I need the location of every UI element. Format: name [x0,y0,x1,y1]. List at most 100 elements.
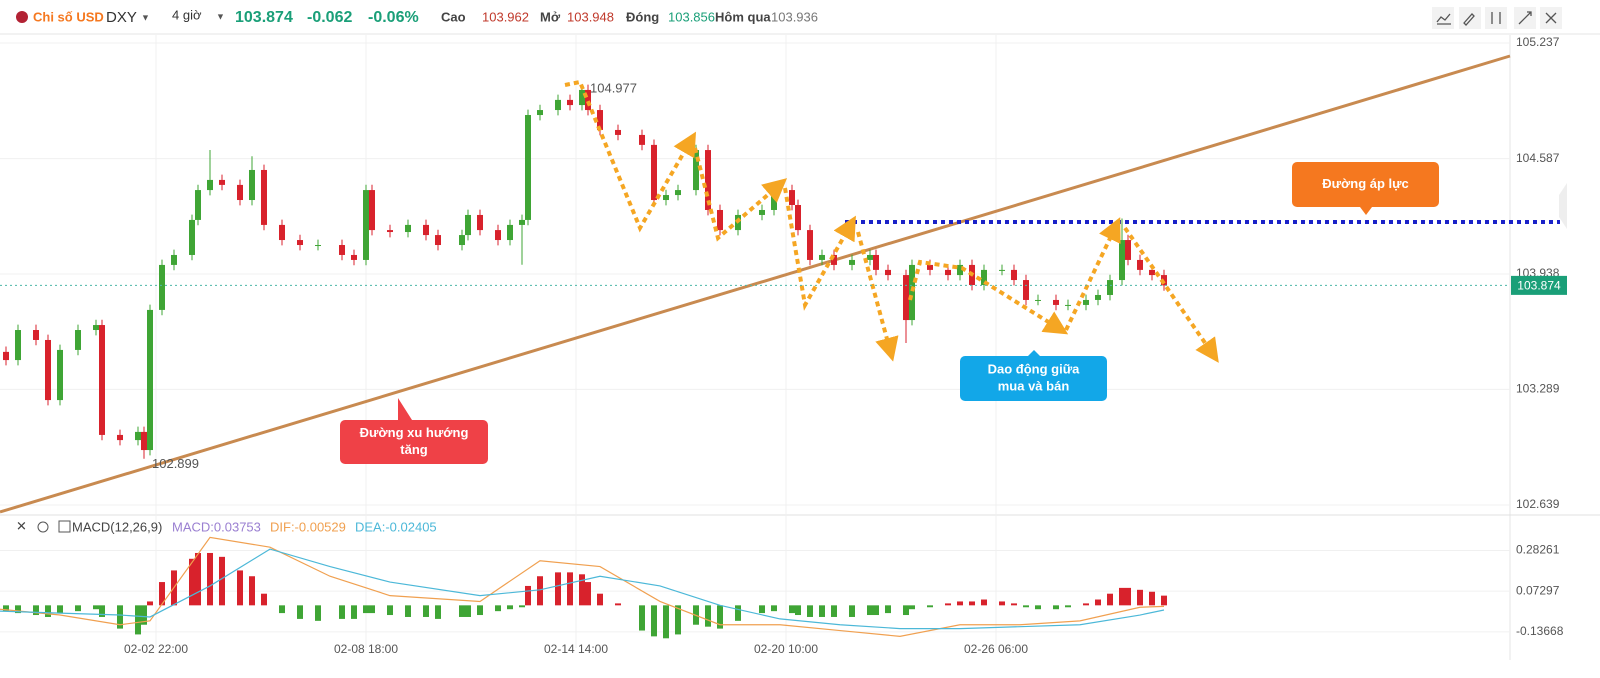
interval[interactable]: 4 giờ [172,7,202,22]
tool-icon [1491,12,1501,24]
candle-body [147,309,153,451]
macd-bar [57,605,63,614]
macd-bar [807,605,813,617]
last-price-tag-text: 103.874 [1517,279,1561,293]
macd-bar [1053,605,1059,610]
candle-body [339,245,345,255]
dif-value: DIF:-0.00529 [270,519,346,534]
macd-bar [519,605,525,608]
candle-body [45,339,51,401]
candle-body [369,190,375,231]
candle-body [717,209,723,231]
tool-icon [1545,12,1557,24]
candle-body [1107,280,1113,295]
macd-bar [45,605,51,617]
candle-body [495,230,501,241]
macd-bar [1035,605,1041,610]
open-value: 103.948 [567,9,614,24]
candle-body [507,224,513,241]
prev-value: 103.936 [771,9,818,24]
tool-button[interactable] [1459,7,1481,29]
macd-bar [423,605,429,617]
macd-bar [867,605,873,616]
callout-box [1292,162,1439,207]
macd-bar [849,605,855,617]
candle-body [219,179,225,185]
high-label: Cao [441,9,466,24]
side-handle[interactable] [1559,183,1567,229]
macd-bar [495,605,501,612]
dropdown-arrow[interactable]: ▼ [216,11,225,21]
candle-body [117,434,123,441]
tool-icon [1436,13,1451,25]
last-price: 103.874 [235,9,293,26]
macd-bar [297,605,303,619]
macd-bar [957,601,963,606]
candle-body [519,219,525,225]
settings-icon[interactable] [37,521,49,533]
candle-body [525,115,531,220]
dropdown-arrow[interactable]: ▼ [141,12,150,22]
candle-body [207,179,213,191]
macd-bar [279,605,285,614]
macd-bar [873,605,879,616]
zigzag-path [783,187,856,311]
callout-pointer [1028,350,1040,356]
y-tick-label: 104.587 [1516,151,1560,165]
macd-bar [99,605,105,617]
macd-bar [75,605,81,612]
callout-text: Đường xu hướng [360,425,469,440]
candle-body [1137,259,1143,270]
macd-bar [705,605,711,627]
prev-label: Hôm qua [715,9,771,24]
candle-body [663,195,669,201]
candle-body [555,99,561,111]
callout-pointer [398,398,412,420]
price-annotation: 102.899 [152,456,199,471]
macd-bar [219,556,225,606]
macd-bar [909,605,915,610]
tool-button[interactable] [1485,7,1507,29]
candle-body [99,325,105,435]
dea-value: DEA:-0.02405 [355,519,437,534]
toolbar [1432,7,1562,29]
candle-body [237,184,243,201]
candle-body [807,230,813,260]
symbol[interactable]: DXY [106,9,137,26]
zigzag-path [564,79,697,233]
candle-body [909,264,915,321]
macd-bar [945,603,951,606]
y-tick-label: 105.237 [1516,35,1560,49]
close-value: 103.856 [668,9,715,24]
candle-body [435,235,441,246]
candle-body [1119,240,1125,281]
candle-body [465,214,471,236]
candle-body [927,264,933,270]
macd-bar [567,572,573,606]
macd-bar [789,605,795,614]
close-icon[interactable]: ✕ [16,518,27,533]
macd-bar [1065,605,1071,608]
macd-bar [717,605,723,629]
zigzag-path [908,259,1069,335]
flag-icon [16,11,28,23]
tool-icon [1518,11,1532,25]
candle-body [387,230,393,233]
callout-pointer [1360,207,1372,215]
macd-bar [369,605,375,614]
expand-icon[interactable] [58,520,71,533]
candle-body [477,214,483,231]
macd-bar [795,605,801,616]
macd-line [0,548,1165,630]
macd-bar [1023,605,1029,608]
macd-bar [459,605,465,617]
macd-bar [315,605,321,621]
price-annotation: 104.977 [590,81,637,96]
candle-body [873,254,879,270]
macd-bar [1011,603,1017,606]
candle-body [1011,269,1017,281]
change: -0.062 [307,9,352,26]
candle-body [957,264,963,276]
candle-body [1035,299,1041,301]
